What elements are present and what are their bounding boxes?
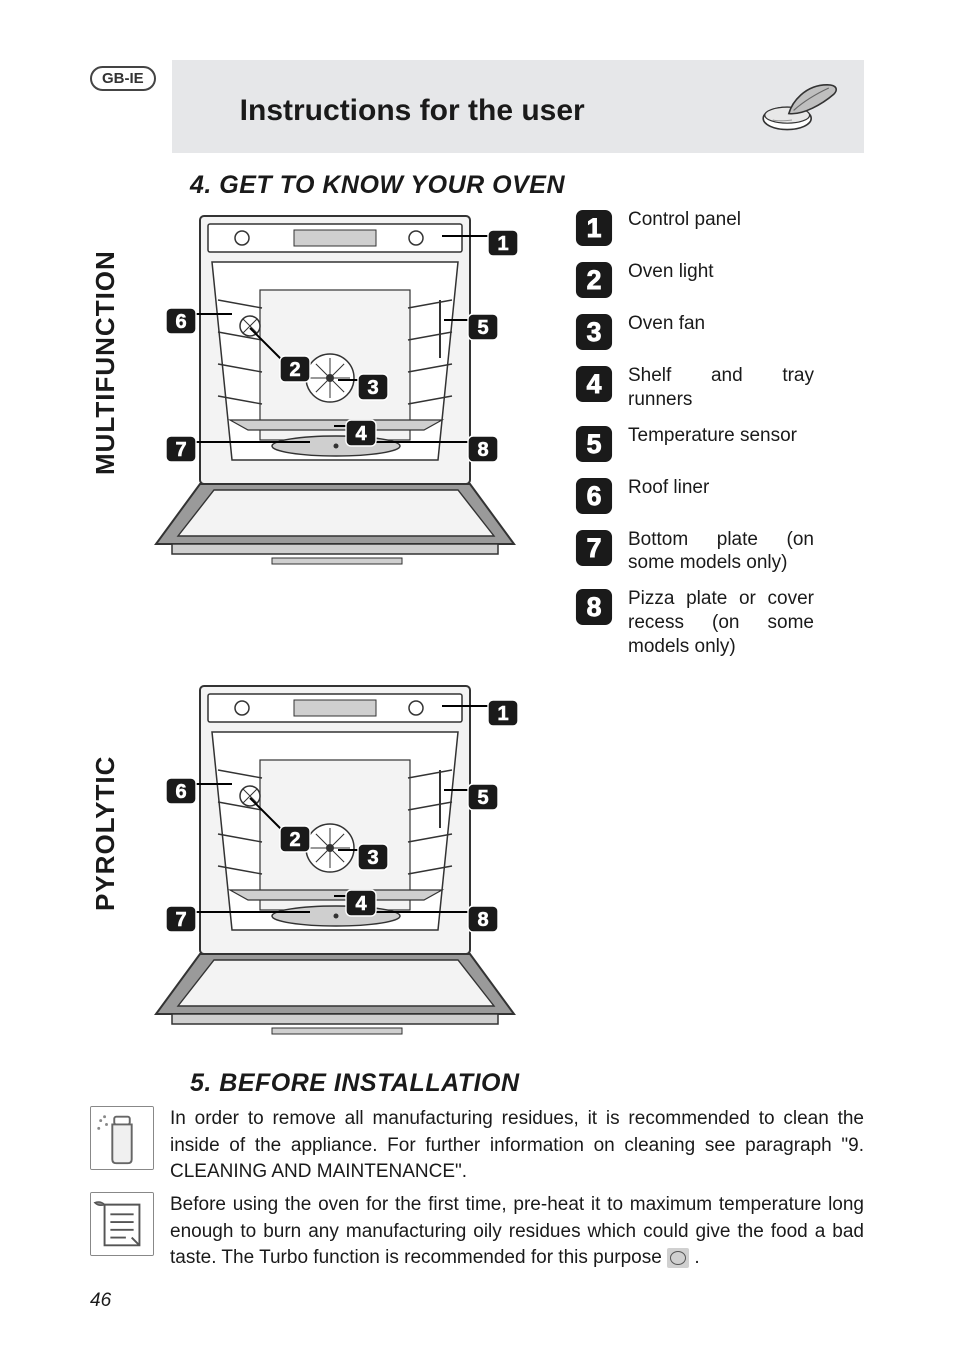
svg-text:6: 6 [175, 311, 186, 333]
legend-number-1-icon: 1 [574, 208, 614, 248]
oven-diagram-pyrolytic: 1 2 3 4 5 6 7 8 [142, 678, 546, 1063]
svg-text:7: 7 [175, 909, 186, 931]
svg-text:3: 3 [587, 317, 602, 347]
svg-text:5: 5 [587, 428, 602, 458]
legend-text: Oven fan [628, 312, 705, 336]
svg-text:7: 7 [175, 439, 186, 461]
legend-item: 3 Oven fan [574, 312, 814, 352]
legend-number-6-icon: 6 [574, 476, 614, 516]
section-5-heading: 5. BEFORE INSTALLATION [190, 1069, 864, 1098]
title-banner: Instructions for the user [172, 60, 864, 153]
legend-item: 8 Pizza plate or cover recess (on some m… [574, 587, 814, 658]
legend-item: 1 Control panel [574, 208, 814, 248]
region-badge: GB-IE [90, 66, 156, 91]
svg-text:2: 2 [587, 265, 602, 295]
svg-text:1: 1 [497, 233, 508, 255]
svg-text:2: 2 [289, 359, 300, 381]
svg-text:3: 3 [367, 377, 378, 399]
svg-text:2: 2 [289, 829, 300, 851]
svg-text:3: 3 [367, 847, 378, 869]
svg-text:8: 8 [477, 909, 488, 931]
page: GB-IE Instructions for the user 4. GET T… [0, 0, 954, 1352]
turbo-mode-icon [667, 1248, 689, 1268]
section-4-heading: 4. GET TO KNOW YOUR OVEN [190, 171, 864, 200]
svg-text:1: 1 [587, 213, 602, 243]
header-row: GB-IE Instructions for the user [90, 60, 864, 153]
svg-text:5: 5 [477, 787, 488, 809]
legend-number-4-icon: 4 [574, 364, 614, 404]
legend-number-2-icon: 2 [574, 260, 614, 300]
legend-item: 7 Bottom plate (on some models only) [574, 528, 814, 576]
svg-text:4: 4 [355, 423, 367, 445]
legend-number-3-icon: 3 [574, 312, 614, 352]
legend-item: 4 Shelf and tray runners [574, 364, 814, 412]
legend-text: Roof liner [628, 476, 709, 500]
legend-text: Oven light [628, 260, 714, 284]
banner-title: Instructions for the user [240, 94, 585, 128]
svg-text:7: 7 [587, 532, 602, 562]
note-page-icon [90, 1192, 154, 1261]
legend-text: Bottom plate (on some models only) [628, 528, 814, 576]
spoon-bowl-icon [760, 78, 840, 143]
legend-list: 1 Control panel 2 Oven light 3 Oven fan … [574, 208, 814, 658]
oven-diagram-multifunction: 1 2 3 4 5 6 7 8 [142, 208, 546, 593]
legend-item: 2 Oven light [574, 260, 814, 300]
svg-text:6: 6 [175, 781, 186, 803]
legend-text: Control panel [628, 208, 741, 232]
legend-text: Temperature sensor [628, 424, 797, 448]
svg-text:1: 1 [497, 703, 508, 725]
page-number: 46 [90, 1290, 111, 1312]
svg-text:8: 8 [587, 592, 602, 622]
svg-text:6: 6 [587, 480, 602, 510]
legend-number-8-icon: 8 [574, 587, 614, 627]
legend-item: 6 Roof liner [574, 476, 814, 516]
svg-text:8: 8 [477, 439, 488, 461]
svg-text:4: 4 [587, 369, 602, 399]
paragraph-2-pre: Before using the oven for the first time… [170, 1194, 864, 1268]
cleaning-bottle-icon [90, 1106, 154, 1175]
svg-text:5: 5 [477, 317, 488, 339]
label-multifunction: MULTIFUNCTION [90, 208, 124, 518]
svg-text:4: 4 [355, 893, 367, 915]
paragraph-2-text: Before using the oven for the first time… [170, 1192, 864, 1272]
legend-text: Shelf and tray runners [628, 364, 814, 412]
legend-item: 5 Temperature sensor [574, 424, 814, 464]
legend-number-7-icon: 7 [574, 528, 614, 568]
paragraph-2-post: . [689, 1247, 700, 1268]
paragraph-2-block: Before using the oven for the first time… [90, 1192, 864, 1272]
label-pyrolytic: PYROLYTIC [90, 678, 124, 988]
legend-text: Pizza plate or cover recess (on some mod… [628, 587, 814, 658]
multifunction-row: MULTIFUNCTION 1 2 3 4 5 6 7 8 [90, 208, 864, 658]
paragraph-1-block: In order to remove all manufacturing res… [90, 1106, 864, 1186]
legend-number-5-icon: 5 [574, 424, 614, 464]
pyrolytic-row: PYROLYTIC 1 2 3 4 5 6 7 8 [90, 678, 864, 1063]
paragraph-1-text: In order to remove all manufacturing res… [170, 1106, 864, 1186]
